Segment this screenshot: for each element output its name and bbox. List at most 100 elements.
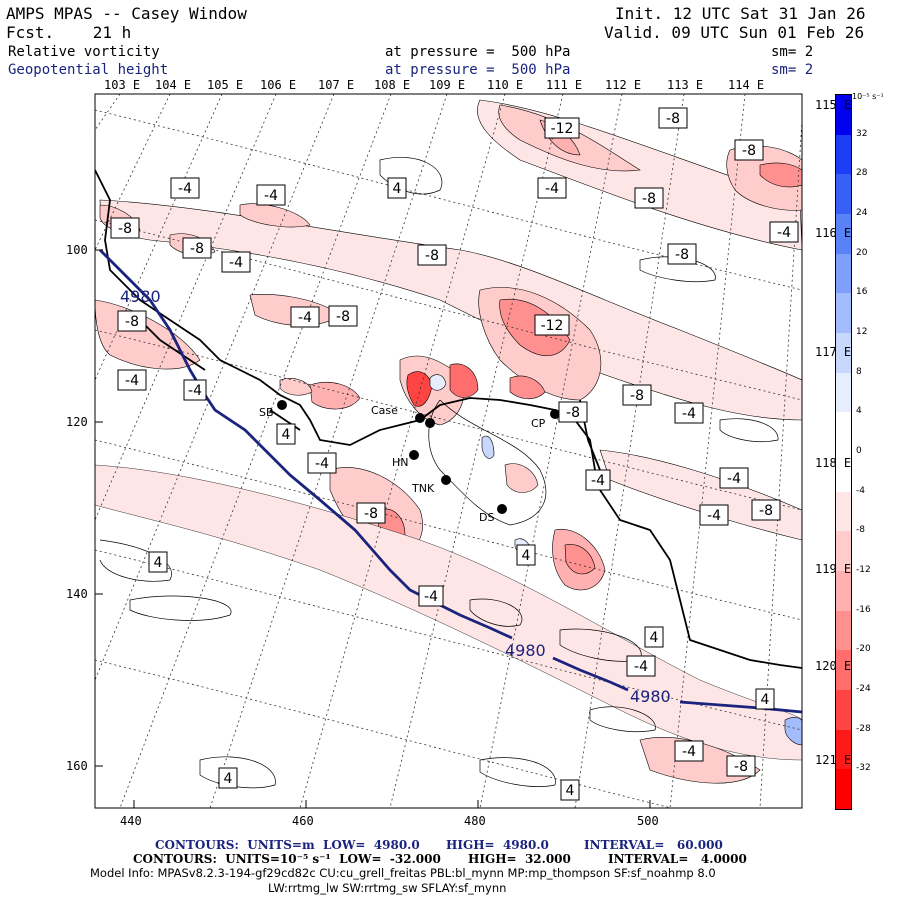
colorbar-swatch xyxy=(836,610,851,651)
lon-label: 110 E xyxy=(487,78,524,92)
contour-label: 4 xyxy=(644,626,664,648)
colorbar-swatch xyxy=(836,729,851,770)
colorbar-swatch xyxy=(836,650,851,691)
lon-label: 113 E xyxy=(667,78,704,92)
field1-pressure: at pressure = 500 hPa xyxy=(385,44,571,60)
station-label-tnk: TNK xyxy=(411,482,435,495)
vorticity-contour-high: HIGH= 32.000 xyxy=(468,852,571,866)
svg-text:-12: -12 xyxy=(551,121,574,137)
svg-text:-8: -8 xyxy=(630,388,644,404)
station-label-group: SB Case HN TNK DS CP xyxy=(259,404,546,524)
contour-label: -4 xyxy=(626,655,656,677)
colorbar-tick-label: 8 xyxy=(856,366,862,377)
latlon-grid xyxy=(95,94,802,808)
svg-text:-8: -8 xyxy=(125,314,139,330)
station-dot-sb xyxy=(277,400,287,410)
svg-text:-4: -4 xyxy=(545,181,559,197)
positive-vorticity xyxy=(429,374,802,746)
contour-label: -4 xyxy=(699,504,729,526)
svg-text:-4: -4 xyxy=(727,471,741,487)
colorbar-tick-label: 24 xyxy=(856,208,868,218)
svg-text:-4: -4 xyxy=(777,225,791,241)
svg-text:-4: -4 xyxy=(682,406,696,422)
svg-text:-8: -8 xyxy=(642,191,656,207)
contour-label: -8 xyxy=(356,502,386,524)
forecast-hour: Fcst. 21 h xyxy=(6,23,132,42)
lon-label-right: 118 E xyxy=(815,456,852,470)
lon-label: 111 E xyxy=(546,78,583,92)
lon-label: 112 E xyxy=(605,78,642,92)
station-dot-hn xyxy=(409,450,419,460)
colorbar-tick-label: -24 xyxy=(856,684,871,694)
contour-label: -8 xyxy=(417,244,447,266)
contour-label: -4 xyxy=(256,184,286,206)
contour-label: 4 xyxy=(276,423,296,445)
model-info-physics: LW:rrtmg_lw SW:rrtmg_sw SFLAY:sf_mynn xyxy=(268,881,507,895)
contour-label: -4 xyxy=(117,369,147,391)
field1-name: Relative vorticity xyxy=(8,44,160,60)
x-axis-label: 440 xyxy=(120,814,142,828)
colorbar-swatch xyxy=(836,174,851,215)
vorticity-contour-info: CONTOURS: UNITS=10⁻⁵ s⁻¹ LOW= -32.000 xyxy=(133,852,441,866)
station-label-case: Case xyxy=(371,404,398,417)
svg-text:-8: -8 xyxy=(675,247,689,263)
svg-text:4: 4 xyxy=(761,692,770,708)
colorbar-swatch xyxy=(836,491,851,532)
svg-text:-4: -4 xyxy=(264,188,278,204)
y-axis-label: 120 xyxy=(66,415,88,429)
contour-label: -8 xyxy=(751,499,781,521)
colorbar-tick-label: -12 xyxy=(856,565,871,575)
svg-text:-12: -12 xyxy=(541,318,564,334)
colorbar-swatch xyxy=(836,293,851,334)
svg-text:4: 4 xyxy=(522,548,531,564)
lon-label-right: 119 E xyxy=(815,562,852,576)
contour-label: -8 xyxy=(110,217,140,239)
lon-label-right: 115 E xyxy=(815,98,852,112)
station-dot-tnk xyxy=(441,475,451,485)
height-contour-high: HIGH= 4980.0 xyxy=(446,838,549,852)
contour-label: -4 xyxy=(183,379,207,401)
contour-label: 4 xyxy=(560,779,580,801)
contour-label-group: -12 -12 -8 -8 -8 -8 -8 -8 -8 -8 -8 -8 -8… xyxy=(110,107,799,801)
contour-label: -4 xyxy=(418,585,444,607)
contour-label: -8 xyxy=(734,139,764,161)
height-label: 4980 xyxy=(630,687,671,706)
contour-label: -8 xyxy=(622,384,652,406)
x-axis-label: 460 xyxy=(292,814,314,828)
svg-text:-4: -4 xyxy=(707,508,721,524)
colorbar xyxy=(835,94,852,810)
contour-label: -4 xyxy=(769,221,799,243)
init-time: Init. 12 UTC Sat 31 Jan 26 xyxy=(615,4,866,23)
contour-label: -8 xyxy=(667,243,697,265)
svg-text:-4: -4 xyxy=(188,383,202,399)
field2-pressure: at pressure = 500 hPa xyxy=(385,62,571,78)
colorbar-swatch xyxy=(836,531,851,572)
station-dot-casey xyxy=(425,418,435,428)
colorbar-swatch xyxy=(836,571,851,611)
contour-label: 4 xyxy=(516,544,536,566)
height-label: 4980 xyxy=(120,287,161,306)
contour-label: -4 xyxy=(719,467,749,489)
lon-label: 109 E xyxy=(429,78,466,92)
svg-text:-4: -4 xyxy=(178,181,192,197)
map-title: AMPS MPAS -- Casey Window xyxy=(6,4,247,23)
contour-label: -8 xyxy=(182,237,212,259)
svg-text:-8: -8 xyxy=(190,241,204,257)
map-frame xyxy=(94,93,803,809)
station-label-ds: DS xyxy=(479,511,494,524)
height-contour-info: CONTOURS: UNITS=m LOW= 4980.0 xyxy=(155,838,420,852)
lon-label-right: 121 E xyxy=(815,753,852,767)
colorbar-tick-label: 16 xyxy=(856,287,868,298)
station-markers xyxy=(277,400,560,514)
contour-label: -12 xyxy=(534,314,570,336)
field2-smoothing: sm= 2 xyxy=(771,62,814,78)
svg-text:-8: -8 xyxy=(734,759,748,775)
colorbar-swatch xyxy=(836,372,851,413)
colorbar-swatch xyxy=(836,769,851,810)
colorbar-swatch xyxy=(836,690,851,730)
contour-label: -12 xyxy=(544,117,580,139)
svg-text:-8: -8 xyxy=(759,503,773,519)
svg-text:-4: -4 xyxy=(424,589,438,605)
lon-label: 104 E xyxy=(155,78,192,92)
